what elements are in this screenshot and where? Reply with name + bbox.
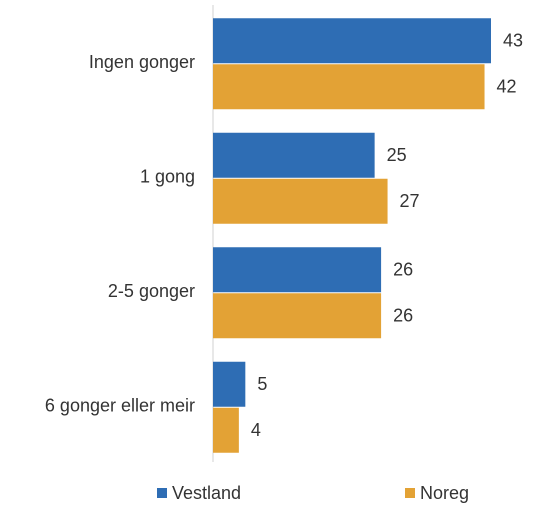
data-label: 43 — [503, 31, 523, 51]
bar — [213, 293, 382, 339]
data-label: 4 — [251, 420, 261, 440]
category-label: Ingen gonger — [89, 52, 195, 72]
legend-label: Vestland — [172, 483, 241, 503]
bar — [213, 361, 246, 407]
data-label: 25 — [387, 145, 407, 165]
bar — [213, 247, 382, 293]
data-label: 26 — [393, 306, 413, 326]
bar — [213, 407, 239, 453]
legend-label: Noreg — [420, 483, 469, 503]
bar — [213, 18, 491, 64]
data-label: 5 — [257, 374, 267, 394]
data-label: 27 — [400, 191, 420, 211]
data-label: 26 — [393, 260, 413, 280]
data-label: 42 — [497, 77, 517, 97]
bar — [213, 132, 375, 178]
bar — [213, 64, 485, 110]
category-label: 1 gong — [140, 167, 195, 187]
legend-swatch — [157, 488, 167, 498]
category-label: 6 gonger eller meir — [45, 396, 195, 416]
legend-swatch — [405, 488, 415, 498]
bar — [213, 178, 388, 224]
category-label: 2-5 gonger — [108, 281, 195, 301]
